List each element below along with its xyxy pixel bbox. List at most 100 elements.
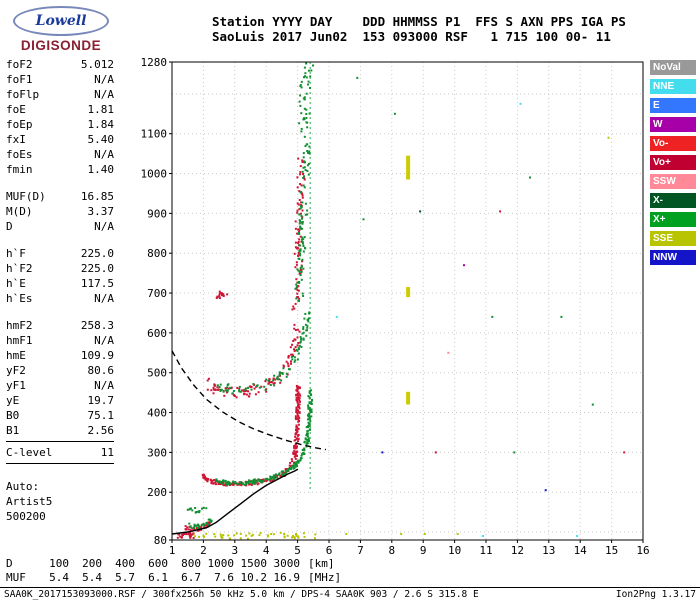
station-header-line2: SaoLuis 2017 Jun02 153 093000 RSF 1 715 … bbox=[212, 29, 611, 44]
legend-item-nnw: NNW bbox=[650, 250, 696, 265]
table-cell: 5.4 bbox=[49, 570, 69, 584]
legend-item-ssw: SSW bbox=[650, 174, 696, 189]
svg-text:6: 6 bbox=[326, 544, 333, 557]
param-label: hmF2 bbox=[6, 319, 33, 332]
param-row: foFlp N/A bbox=[6, 87, 114, 102]
svg-text:16: 16 bbox=[636, 544, 649, 557]
statusbar-divider bbox=[0, 587, 700, 588]
svg-text:300: 300 bbox=[147, 446, 167, 459]
param-row: hmE 109.9 bbox=[6, 348, 114, 363]
svg-text:8: 8 bbox=[388, 544, 395, 557]
legend-item-nne: NNE bbox=[650, 79, 696, 94]
legend-item-x: X- bbox=[650, 193, 696, 208]
param-value: 225.0 bbox=[80, 247, 114, 260]
param-value: 5.012 bbox=[80, 58, 114, 71]
param-row: D N/A bbox=[6, 219, 114, 234]
legend-item-x: X+ bbox=[650, 212, 696, 227]
row-unit: [MHz] bbox=[308, 570, 342, 584]
series-upper-spread-x-mode bbox=[294, 143, 311, 302]
svg-text:200: 200 bbox=[147, 486, 167, 499]
param-value: N/A bbox=[94, 220, 114, 233]
param-row: h`F 225.0 bbox=[6, 246, 114, 261]
svg-text:4: 4 bbox=[263, 544, 270, 557]
param-row: foF2 5.012 bbox=[6, 57, 114, 72]
svg-text:10: 10 bbox=[448, 544, 461, 557]
series-mid-cluster bbox=[215, 290, 229, 300]
param-label: h`F bbox=[6, 247, 26, 260]
param-row: foEs N/A bbox=[6, 147, 114, 162]
param-row: B1 2.56 bbox=[6, 423, 114, 438]
table-cell: 16.9 bbox=[273, 570, 301, 584]
param-value: N/A bbox=[94, 379, 114, 392]
param-row: Auto: bbox=[6, 479, 114, 494]
param-label: foF2 bbox=[6, 58, 33, 71]
param-row: C-level 11 bbox=[6, 445, 114, 460]
row-unit: [km] bbox=[308, 557, 335, 570]
param-row: 500200 bbox=[6, 509, 114, 524]
param-label: D bbox=[6, 220, 13, 233]
svg-text:15: 15 bbox=[605, 544, 618, 557]
true-height-profile bbox=[171, 468, 299, 535]
lowell-logo: Lowell DIGISONDE bbox=[8, 6, 114, 53]
series-second-hop-o-mode bbox=[206, 323, 301, 399]
table-cell: 1000 bbox=[207, 557, 235, 570]
table-row-d: D 100 200 400 600 800 1000 1500 3000 [km] bbox=[6, 557, 341, 571]
status-bar: SAA0K_2017153093000.RSF / 300fx256h 50 k… bbox=[4, 589, 696, 600]
param-value: 16.85 bbox=[80, 190, 114, 203]
table-cell: 6.7 bbox=[181, 570, 201, 584]
param-label: fmin bbox=[6, 163, 33, 176]
param-value: 2.56 bbox=[87, 424, 115, 437]
grid bbox=[172, 62, 643, 540]
table-cell: 5.7 bbox=[115, 570, 135, 584]
param-value: 80.6 bbox=[87, 364, 115, 377]
param-value: N/A bbox=[94, 73, 114, 86]
param-value: N/A bbox=[94, 88, 114, 101]
param-label: hmF1 bbox=[6, 334, 33, 347]
param-row: hmF1 N/A bbox=[6, 333, 114, 348]
series-es-echo-cluster bbox=[186, 506, 208, 514]
interference-bars bbox=[406, 155, 411, 405]
param-value: 225.0 bbox=[80, 262, 114, 275]
logo-lowell-text: Lowell bbox=[35, 13, 87, 29]
svg-text:400: 400 bbox=[147, 407, 167, 420]
table-cell: 400 bbox=[115, 557, 135, 570]
table-cell: 6.1 bbox=[148, 570, 168, 584]
height-axis-labels: 1280 1100 1000 900 800 700 600 500 400 300 200 80 bbox=[141, 56, 172, 547]
param-row: h`Es N/A bbox=[6, 291, 114, 306]
legend-item-sse: SSE bbox=[650, 231, 696, 246]
svg-text:5: 5 bbox=[294, 544, 301, 557]
table-row-muf: MUF 5.4 5.4 5.7 6.1 6.7 7.6 10.2 16.9 [MHz] bbox=[6, 571, 341, 585]
svg-text:600: 600 bbox=[147, 327, 167, 340]
svg-text:11: 11 bbox=[479, 544, 492, 557]
param-group-gap bbox=[6, 467, 114, 479]
param-value: 117.5 bbox=[80, 277, 114, 290]
svg-text:500: 500 bbox=[147, 367, 167, 380]
svg-text:900: 900 bbox=[147, 207, 167, 220]
plot-frame bbox=[171, 61, 644, 541]
param-label: B0 bbox=[6, 409, 20, 422]
svg-text:3: 3 bbox=[231, 544, 238, 557]
param-row: yF2 80.6 bbox=[6, 363, 114, 378]
series-f-trace-x-mode bbox=[214, 389, 314, 486]
param-label: hmE bbox=[6, 349, 26, 362]
svg-text:7: 7 bbox=[357, 544, 364, 557]
param-value: 1.40 bbox=[87, 163, 115, 176]
param-row: MUF(D) 16.85 bbox=[6, 189, 114, 204]
table-cell: 100 bbox=[49, 557, 69, 570]
param-value: 3.37 bbox=[87, 205, 115, 218]
series-second-hop-x-mode bbox=[216, 311, 311, 395]
param-label: 500200 bbox=[6, 510, 46, 523]
param-label: yF2 bbox=[6, 364, 26, 377]
param-label: B1 bbox=[6, 424, 20, 437]
svg-text:1000: 1000 bbox=[141, 168, 168, 181]
table-cell: 600 bbox=[148, 557, 168, 570]
muf-transmission-curve bbox=[171, 350, 327, 451]
svg-text:80: 80 bbox=[154, 534, 167, 547]
param-label: foEp bbox=[6, 118, 33, 131]
param-label: foEs bbox=[6, 148, 33, 161]
legend: NoVal NNE E W Vo- Vo+ SSW X- X+ SSE NNW bbox=[650, 60, 696, 269]
legend-item-e: E bbox=[650, 98, 696, 113]
param-row: B0 75.1 bbox=[6, 408, 114, 423]
